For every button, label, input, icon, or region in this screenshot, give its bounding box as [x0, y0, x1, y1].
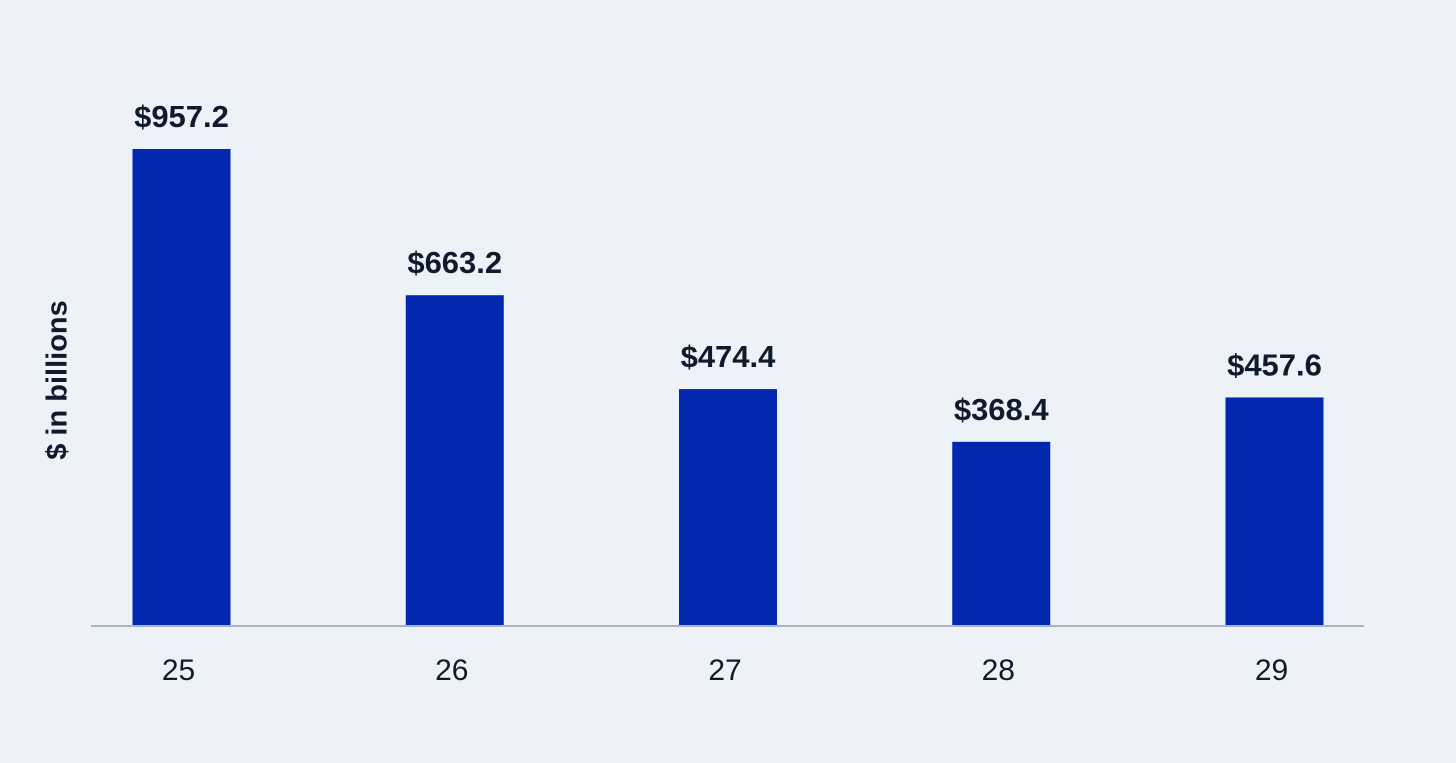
data-label-27: $474.4: [681, 339, 777, 374]
data-label-28: $368.4: [954, 392, 1050, 427]
bar-26: [405, 295, 504, 625]
x-tick-label-26: 26: [435, 654, 468, 687]
data-label-29: $457.6: [1227, 347, 1322, 382]
bar-28: [952, 441, 1051, 625]
x-tick-label-27: 27: [708, 654, 741, 687]
bar-29: [1225, 397, 1324, 625]
data-label-26: $663.2: [407, 245, 502, 280]
bar-25: [132, 149, 231, 625]
data-label-25: $957.2: [134, 99, 229, 134]
x-tick-label-25: 25: [162, 654, 195, 687]
data-labels-group: $957.2 $663.2 $474.4 $368.4 $457.6: [134, 99, 1322, 427]
x-tick-labels-group: 25 26 27 28 29: [162, 654, 1288, 687]
bars-group: [132, 149, 1324, 625]
x-tick-label-29: 29: [1255, 654, 1288, 687]
x-tick-label-28: 28: [982, 654, 1015, 687]
bar-27: [679, 389, 777, 625]
